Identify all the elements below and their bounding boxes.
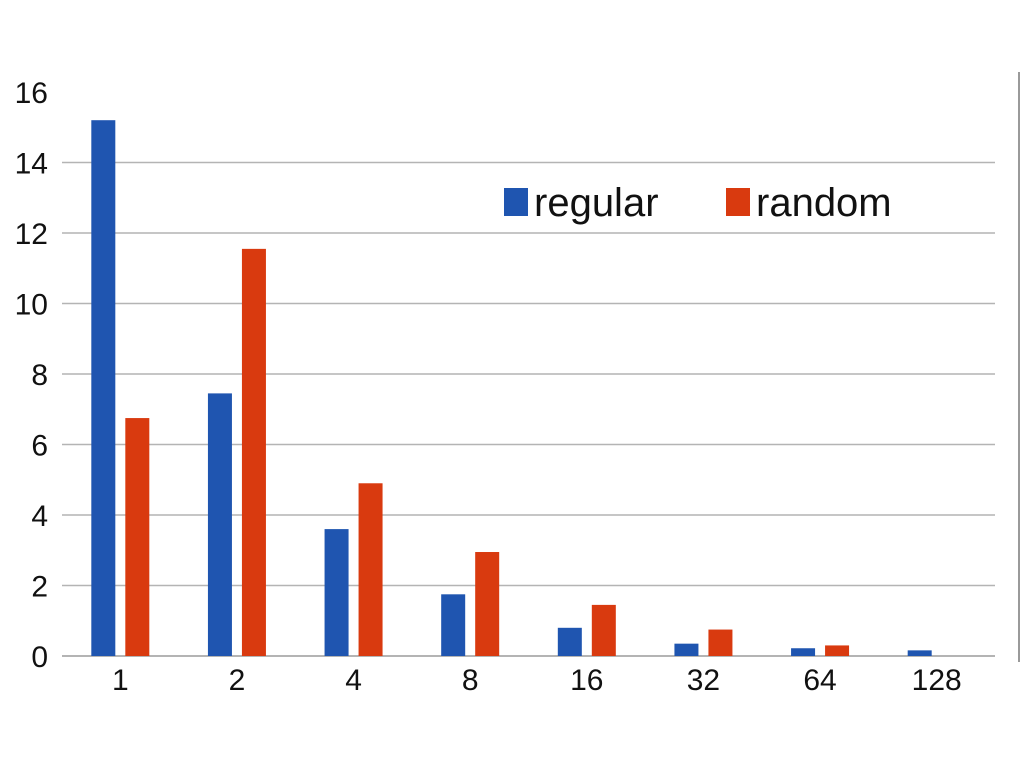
bar-random-32: [708, 629, 733, 656]
x-tick-label: 128: [912, 664, 962, 697]
bar-random-64: [825, 645, 850, 656]
gridlines: [62, 161, 995, 657]
y-tick-label: 8: [31, 359, 48, 392]
y-tick-label: 14: [15, 148, 48, 181]
bar-regular-16: [557, 627, 582, 656]
y-tick-label: 10: [15, 289, 48, 322]
bar-regular-1: [91, 120, 116, 656]
y-tick-label: 12: [15, 218, 48, 251]
bar-regular-8: [441, 594, 466, 656]
y-tick-label: 2: [31, 571, 48, 604]
bar-random-2: [241, 248, 266, 657]
bars: [91, 120, 932, 657]
bar-regular-4: [324, 529, 349, 656]
bar-random-8: [475, 552, 500, 656]
legend-label-random: random: [756, 181, 892, 225]
bar-regular-64: [791, 648, 816, 656]
bar-regular-128: [907, 650, 932, 656]
y-axis-ticks: 0 2 4 6 8 10 12 14 16: [15, 77, 48, 674]
legend: regular random: [504, 181, 892, 225]
x-tick-label: 32: [687, 664, 720, 697]
legend-swatch-regular: [504, 188, 528, 216]
x-tick-label: 16: [570, 664, 603, 697]
y-tick-label: 0: [31, 641, 48, 674]
y-tick-label: 4: [31, 500, 48, 533]
bar-random-4: [358, 483, 383, 656]
x-tick-label: 1: [112, 664, 129, 697]
x-tick-label: 4: [345, 664, 362, 697]
bar-regular-32: [674, 643, 699, 656]
legend-swatch-random: [726, 188, 750, 216]
y-tick-label: 16: [15, 77, 48, 110]
bar-regular-2: [207, 393, 232, 656]
legend-label-regular: regular: [534, 181, 659, 225]
bar-random-16: [591, 604, 616, 656]
x-tick-label: 2: [229, 664, 246, 697]
x-axis-ticks: 1 2 4 8 16 32 64 128: [112, 664, 962, 697]
bar-random-1: [125, 418, 150, 656]
x-tick-label: 8: [462, 664, 479, 697]
x-tick-label: 64: [803, 664, 836, 697]
y-tick-label: 6: [31, 430, 48, 463]
